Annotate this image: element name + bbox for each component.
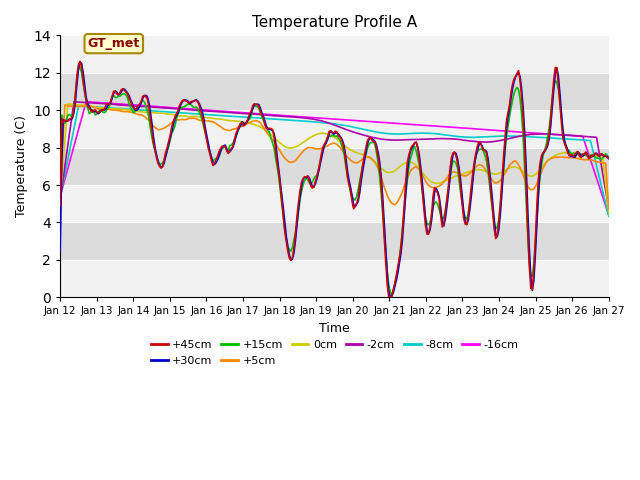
Text: GT_met: GT_met (88, 37, 140, 50)
Bar (60, 260, 609, 297)
Title: Temperature Profile A: Temperature Profile A (252, 15, 417, 30)
Bar (60, 110, 609, 147)
Y-axis label: Temperature (C): Temperature (C) (15, 115, 28, 217)
Bar (60, 36, 609, 73)
Bar (60, 73, 609, 110)
X-axis label: Time: Time (319, 322, 350, 335)
Legend: +45cm, +30cm, +15cm, +5cm, 0cm, -2cm, -8cm, -16cm: +45cm, +30cm, +15cm, +5cm, 0cm, -2cm, -8… (147, 336, 522, 370)
Bar (60, 147, 609, 185)
Bar (60, 222, 609, 260)
Bar (60, 185, 609, 222)
